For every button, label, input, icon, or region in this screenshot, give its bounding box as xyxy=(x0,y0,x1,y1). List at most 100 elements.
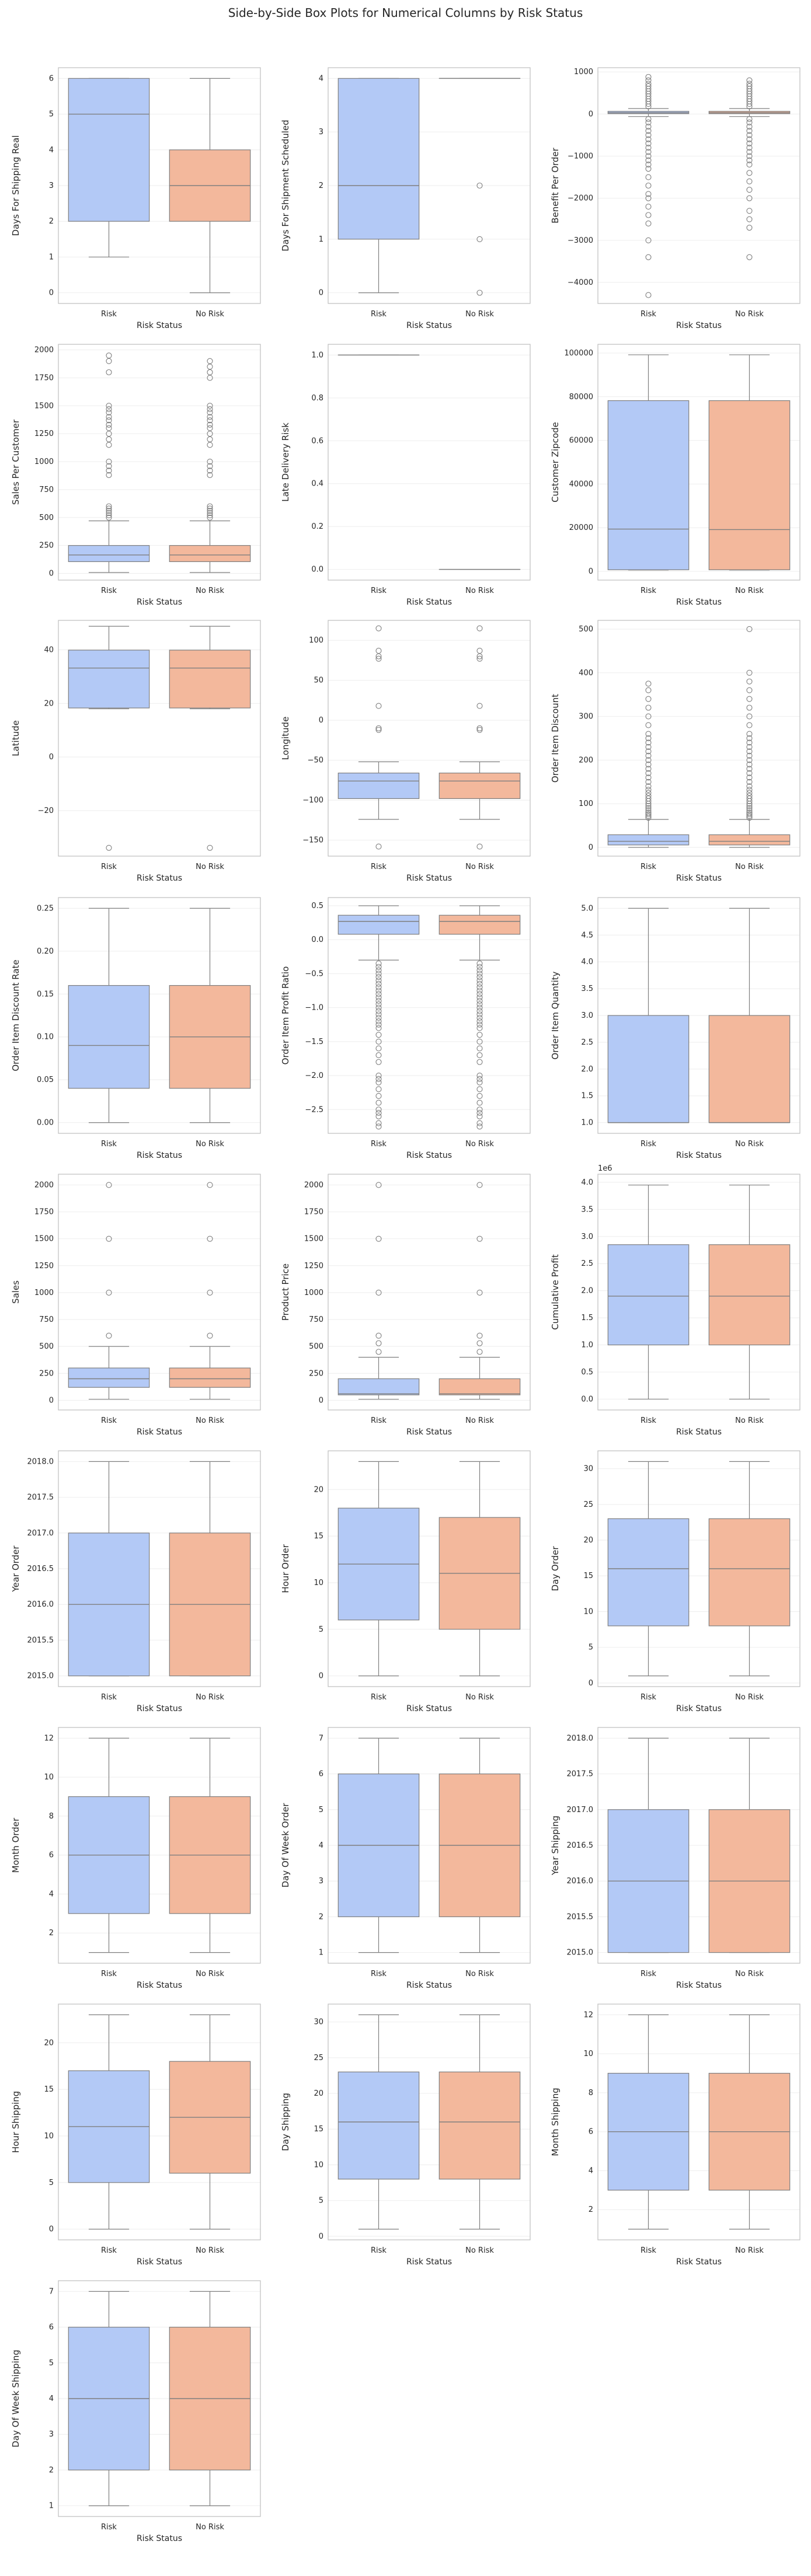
outlier-point xyxy=(106,1289,112,1296)
outlier-point xyxy=(746,81,753,87)
outlier-point xyxy=(645,809,652,816)
y-tick-label: 20 xyxy=(314,1485,323,1494)
outlier-point xyxy=(645,119,652,125)
outlier-point xyxy=(476,1289,483,1296)
y-tick-label: 4 xyxy=(319,74,323,83)
x-tick-label: No Risk xyxy=(196,587,224,595)
outlier-point xyxy=(476,1182,483,1188)
y-tick-label: 50 xyxy=(314,676,323,685)
y-tick-label: 0.10 xyxy=(37,1033,54,1042)
outlier-point xyxy=(375,1235,382,1242)
x-tick-label: Risk xyxy=(641,310,656,319)
box-risk xyxy=(337,78,420,294)
x-tick-label: Risk xyxy=(371,2246,387,2255)
y-tick-label: −0.5 xyxy=(305,969,323,978)
iqr-box xyxy=(438,914,521,935)
y-tick-label: 1 xyxy=(49,2502,54,2511)
outlier-point xyxy=(746,774,753,781)
x-tick-label: No Risk xyxy=(196,2523,224,2532)
axes-frame xyxy=(597,67,800,304)
axes-frame xyxy=(597,1727,800,1964)
outlier-point xyxy=(375,1079,382,1085)
outlier-point xyxy=(746,813,753,819)
outlier-point xyxy=(645,748,652,755)
outlier-point xyxy=(476,1038,483,1045)
outlier-point xyxy=(375,991,382,997)
y-tick-label: 7 xyxy=(49,2287,54,2296)
iqr-box xyxy=(607,1015,690,1123)
y-tick-label: 3 xyxy=(319,128,323,137)
outlier-point xyxy=(476,1045,483,1052)
y-tick-label: 500 xyxy=(579,625,593,634)
y-tick-label: 2 xyxy=(49,217,54,226)
outlier-point xyxy=(476,1092,483,1099)
x-tick-label: Risk xyxy=(371,587,387,595)
box-no-risk xyxy=(169,1737,251,1953)
y-tick-label: 2 xyxy=(589,2205,593,2214)
outlier-point xyxy=(476,964,483,970)
x-tick-label: No Risk xyxy=(735,863,764,871)
box-no-risk xyxy=(169,1182,251,1400)
outlier-point xyxy=(476,984,483,990)
outlier-point xyxy=(106,1182,112,1188)
box-risk xyxy=(68,1461,150,1677)
axes-frame xyxy=(328,1174,531,1411)
x-tick-label: Risk xyxy=(371,1416,387,1425)
y-tick-label: 2016.0 xyxy=(27,1600,54,1609)
outlier-point xyxy=(207,369,213,375)
y-tick-label: 300 xyxy=(579,713,593,721)
y-tick-label: 750 xyxy=(309,1315,323,1324)
y-tick-label: 1250 xyxy=(34,430,54,438)
x-tick-label: Risk xyxy=(371,1140,387,1149)
box-risk xyxy=(68,2291,150,2507)
y-tick-label: 5 xyxy=(49,2179,54,2187)
outlier-point xyxy=(746,793,753,799)
outlier-point xyxy=(375,1123,382,1130)
outlier-point xyxy=(746,128,753,134)
y-tick-label: 0 xyxy=(319,716,323,725)
y-tick-label: 500 xyxy=(309,1342,323,1351)
outlier-point xyxy=(645,696,652,702)
box-no-risk xyxy=(438,1461,521,1677)
iqr-box xyxy=(68,650,150,708)
x-tick-label: No Risk xyxy=(465,1416,494,1425)
outlier-point xyxy=(207,442,213,448)
y-axis-label: Sales xyxy=(11,1280,21,1304)
outlier-point xyxy=(476,1021,483,1028)
outlier-point xyxy=(375,1032,382,1038)
box-no-risk xyxy=(708,1184,791,1400)
axes-frame xyxy=(597,1174,800,1411)
outlier-point xyxy=(645,166,652,172)
outlier-point xyxy=(476,1099,483,1106)
outlier-point xyxy=(375,1076,382,1082)
outlier-point xyxy=(375,974,382,980)
outlier-point xyxy=(106,417,112,424)
iqr-box xyxy=(708,1015,791,1123)
outlier-point xyxy=(106,406,112,413)
box-no-risk xyxy=(708,77,791,260)
subplot-6: 0 20000 40000 60000 80000 100000 Risk No Risk Ri… xyxy=(550,344,800,607)
outlier-point xyxy=(375,960,382,966)
outlier-point xyxy=(746,187,753,193)
outlier-point xyxy=(375,971,382,977)
outlier-point xyxy=(207,403,213,409)
box-no-risk xyxy=(169,1461,251,1677)
outlier-point xyxy=(106,467,112,474)
outlier-point xyxy=(476,997,483,1004)
x-axis-label: Risk Status xyxy=(406,1981,452,1990)
outlier-point xyxy=(207,417,213,424)
outlier-point xyxy=(746,783,753,790)
y-tick-label: 1 xyxy=(319,235,323,244)
axes-frame xyxy=(58,2280,261,2517)
axes-frame xyxy=(597,620,800,857)
outlier-point xyxy=(645,811,652,818)
y-tick-label: 1.5 xyxy=(581,1314,593,1322)
outlier-point xyxy=(476,1072,483,1079)
outlier-point xyxy=(645,149,652,155)
axes-frame xyxy=(58,620,261,857)
subplot-7: −20 0 20 40 Risk No Risk Risk Status Latitude xyxy=(11,620,261,883)
outlier-point xyxy=(207,414,213,420)
outlier-point xyxy=(746,766,753,772)
x-tick-label: No Risk xyxy=(735,587,764,595)
